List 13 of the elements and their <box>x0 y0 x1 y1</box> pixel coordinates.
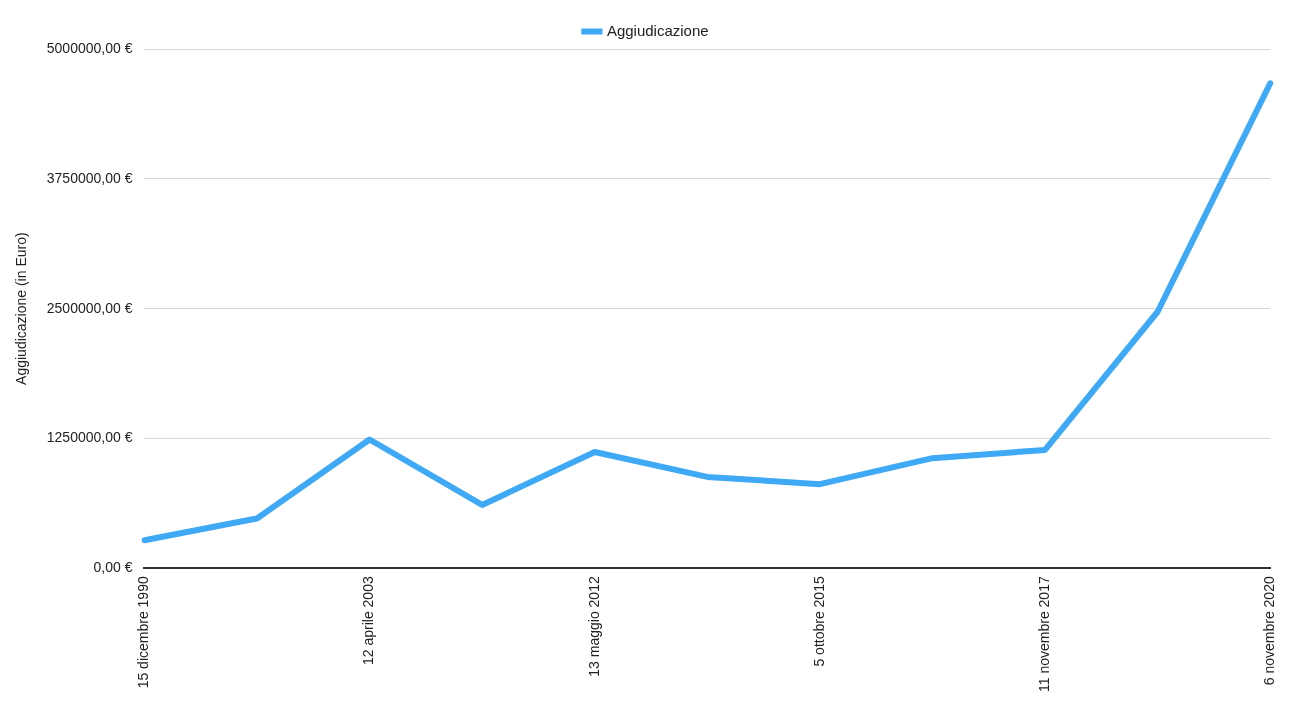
y-tick-label: 5000000,00 € <box>46 39 133 56</box>
y-tick-label: 0,00 € <box>93 559 133 576</box>
x-tick-label: 6 novembre 2020 <box>1261 576 1278 686</box>
x-tick-label: 5 ottobre 2015 <box>810 576 827 667</box>
y-tick-label: 1250000,00 € <box>46 429 133 446</box>
y-axis-title: Aggiudicazione (in Euro) <box>13 232 30 385</box>
x-tick-label: 12 aprile 2003 <box>360 576 377 666</box>
legend-label: Aggiudicazione <box>606 21 709 39</box>
x-tick-label: 15 dicembre 1990 <box>135 576 152 689</box>
x-tick-label: 11 novembre 2017 <box>1035 576 1052 693</box>
y-tick-label: 2500000,00 € <box>46 299 133 316</box>
y-tick-label: 3750000,00 € <box>46 169 133 186</box>
x-tick-label: 13 maggio 2012 <box>585 576 602 677</box>
